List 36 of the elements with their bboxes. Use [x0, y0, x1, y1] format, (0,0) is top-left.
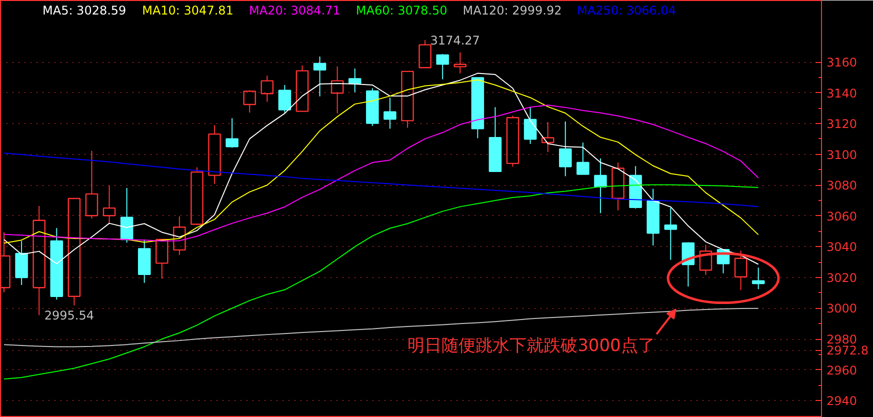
y-tick-label: 2940	[826, 394, 858, 408]
candlestick	[541, 122, 554, 153]
candlestick	[646, 188, 660, 246]
y-tick-label: 3080	[826, 178, 858, 193]
y-tick-label: 2960	[826, 363, 858, 378]
y-tick-label: 3040	[826, 240, 858, 254]
candlestick	[313, 56, 326, 97]
candlestick	[138, 238, 151, 284]
text: MA120: 2999.92	[462, 4, 562, 18]
y-tick-label: 3020	[826, 270, 858, 285]
line-series	[4, 152, 759, 208]
y-tick-label: 3120	[826, 117, 858, 132]
y-tick-label: 3100	[826, 148, 858, 162]
candlestick	[594, 158, 607, 214]
y-tick-label: 3000	[826, 302, 858, 316]
candlestick	[384, 97, 396, 130]
annotation: 2995.54	[44, 308, 94, 323]
candlestick	[208, 124, 221, 184]
candlestick	[173, 216, 186, 256]
annotation: 3174.27	[430, 34, 480, 48]
annotation: 明日随便跳水下就跌破3000点了	[408, 336, 655, 356]
candlestick	[664, 207, 678, 260]
text: MA20: 3084.71	[249, 4, 340, 18]
candlestick	[454, 52, 467, 74]
candlestick	[330, 66, 344, 114]
candlestick	[32, 205, 46, 316]
text: MA60: 3078.50	[356, 4, 448, 18]
y-tick-label: 3060	[826, 209, 858, 224]
y-tick-label: 3160	[826, 56, 858, 70]
y-tick-label: 3140	[826, 86, 858, 100]
candlestick	[558, 120, 572, 177]
text: MA250: 3066.04	[577, 4, 676, 18]
text: MA10: 3047.81	[142, 4, 234, 18]
candlestick	[15, 240, 28, 286]
text: MA5: 3028.59	[42, 4, 126, 18]
candlestick	[524, 106, 537, 144]
